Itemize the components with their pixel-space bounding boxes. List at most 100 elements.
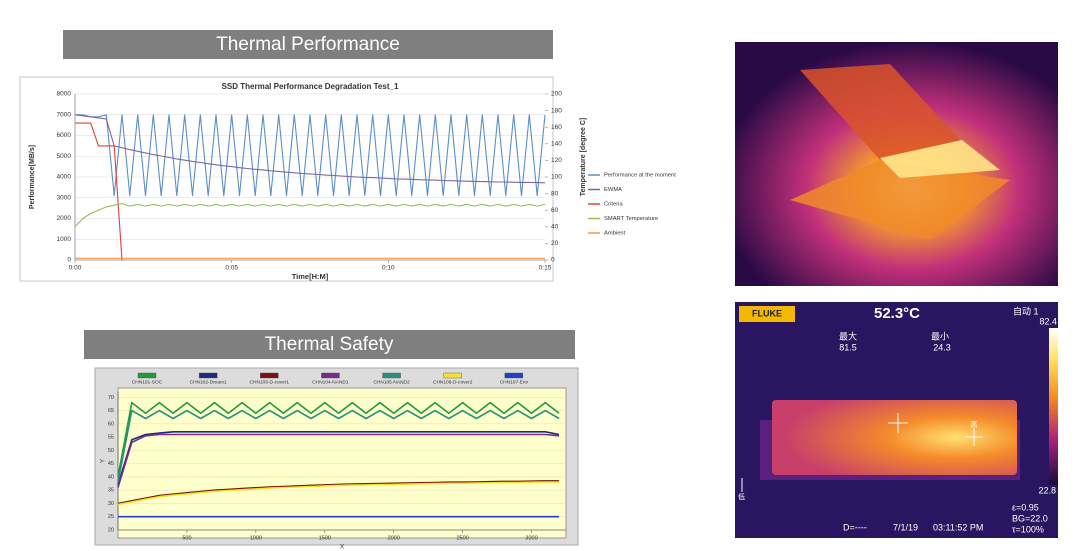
y2-tick-label: 40 — [551, 224, 559, 231]
y2-tick-label: 180 — [551, 107, 562, 114]
x-tick-label: 2500 — [456, 535, 468, 541]
min-value: 24.3 — [933, 342, 951, 352]
camera-mode: 自动 1 — [1013, 305, 1039, 316]
scale-max: 82.4 — [1039, 316, 1057, 326]
x-tick-label: 2000 — [388, 535, 400, 541]
legend-swatch — [198, 372, 218, 379]
y2-tick-label: 80 — [551, 190, 559, 197]
x-tick-label: 0:15 — [539, 265, 552, 272]
chart-frame — [19, 76, 554, 282]
series-line — [75, 114, 546, 197]
y2-tick-label: 140 — [551, 141, 562, 148]
legend-label: Performance at the moment — [604, 173, 676, 179]
y2-tick-label: 20 — [551, 240, 559, 247]
y2-axis-label: Temperature [degree C] — [580, 118, 587, 196]
y-tick-label: 70 — [108, 395, 114, 401]
y-tick-label: 6000 — [57, 132, 72, 139]
thermal-camera-view — [735, 302, 1058, 538]
x-axis-label: Time[H:M] — [292, 272, 329, 281]
legend-swatch — [260, 372, 279, 379]
legend-swatch — [321, 372, 340, 379]
y-tick-label: 35 — [108, 488, 114, 494]
date: 7/1/19 — [893, 522, 918, 532]
legend-label: Ambient — [604, 231, 626, 237]
legend-swatch — [382, 372, 401, 379]
legend-label: CHN106-D-cover2 — [433, 379, 473, 385]
section-header: Thermal Safety — [265, 334, 394, 355]
max-value: 81.5 — [839, 342, 857, 352]
legend-swatch — [137, 372, 157, 379]
series-line — [74, 203, 546, 228]
center-temperature: 52.3°C — [874, 305, 920, 322]
camera-brand: FLUKE — [752, 308, 782, 318]
chart-title: SSD Thermal Performance Degradation Test… — [222, 82, 399, 91]
legend-label: CHN107-Env — [500, 379, 529, 385]
x-tick-label: 0:05 — [225, 265, 238, 272]
series-line — [117, 409, 560, 483]
legend-label: SMART Temperature — [604, 216, 658, 222]
y-tick-label: 45 — [108, 461, 114, 467]
legend-label: EWMA — [604, 187, 622, 193]
legend-label: CHN105-NAND2 — [373, 379, 410, 385]
low-marker: 低 — [738, 492, 745, 501]
y-tick-label: 40 — [108, 474, 114, 480]
x-tick-label: 1000 — [250, 535, 262, 541]
thermal-photo-laptop — [735, 42, 1058, 286]
y-tick-label: 4000 — [57, 174, 72, 181]
legend-label: CHN104-NAND1 — [312, 379, 349, 385]
max-label: 最大 — [839, 330, 857, 341]
y-tick-label: 55 — [108, 435, 114, 441]
y2-tick-label: 60 — [551, 207, 559, 214]
high-marker: 高 — [971, 420, 978, 429]
scale-min: 22.8 — [1038, 485, 1056, 495]
y2-tick-label: 200 — [551, 91, 562, 98]
y-tick-label: 2000 — [57, 215, 72, 222]
series-line — [117, 401, 560, 478]
time: 03:11:52 PM — [933, 522, 983, 532]
legend-label: Criteria — [604, 202, 623, 208]
y-tick-label: 8000 — [57, 91, 72, 98]
header-bar — [63, 30, 553, 59]
y2-tick-label: 100 — [551, 174, 562, 181]
legend-swatch — [443, 372, 462, 379]
y2-tick-label: 120 — [551, 157, 562, 164]
background-temp: BG=22.0 — [1012, 513, 1048, 523]
series-line — [117, 481, 560, 506]
y-tick-label: 65 — [108, 408, 114, 414]
y-tick-label: 30 — [108, 501, 114, 507]
legend-label: CHN102-Dream1 — [190, 379, 227, 385]
series-line — [117, 480, 560, 505]
series-line — [117, 433, 560, 488]
section-header: Thermal Performance — [216, 34, 400, 55]
transmission: τ=100% — [1012, 524, 1044, 534]
legend-label: CHN101-SOC — [132, 379, 163, 385]
series-line — [117, 431, 560, 486]
y-tick-label: 7000 — [57, 111, 72, 118]
emissivity: ε=0.95 — [1012, 502, 1039, 512]
min-label: 最小 — [931, 331, 949, 341]
y-tick-label: 20 — [108, 527, 114, 533]
y2-tick-label: 160 — [551, 124, 562, 131]
y-axis-label: Y — [101, 459, 107, 463]
x-tick-label: 0:10 — [382, 265, 395, 272]
distance: D=---- — [843, 522, 867, 532]
series-line — [74, 114, 546, 184]
y-tick-label: 60 — [108, 421, 114, 427]
y-tick-label: 0 — [67, 257, 71, 264]
y-tick-label: 5000 — [57, 153, 72, 160]
series-line — [75, 122, 123, 261]
header-bar — [84, 330, 575, 359]
y-tick-label: 25 — [108, 514, 114, 520]
y-tick-label: 50 — [108, 448, 114, 454]
x-tick-label: 500 — [182, 535, 191, 541]
legend-label: CHN103-D-cover1 — [250, 379, 290, 385]
x-tick-label: 0:00 — [69, 265, 82, 272]
legend-swatch — [504, 372, 524, 379]
y-axis-label: Performance[MB/s] — [29, 145, 36, 209]
y-tick-label: 1000 — [57, 236, 72, 243]
x-axis-label: X — [340, 544, 345, 551]
y-tick-label: 3000 — [57, 194, 72, 201]
x-tick-label: 1500 — [319, 535, 331, 541]
x-tick-label: 3000 — [525, 535, 537, 541]
